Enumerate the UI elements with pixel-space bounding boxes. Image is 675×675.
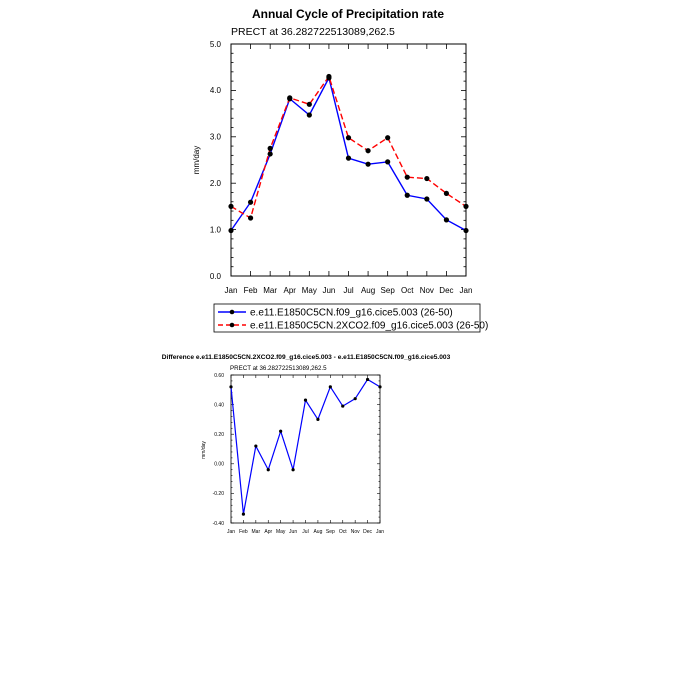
x-tick-label: Jun	[289, 529, 297, 535]
y-tick-label: -0.40	[213, 521, 225, 527]
data-point-series-1	[328, 385, 332, 389]
data-point-series-2	[228, 203, 234, 209]
x-tick-label: Feb	[244, 286, 258, 295]
data-point-series-2	[424, 175, 430, 182]
data-point-series-2	[326, 73, 332, 80]
annual-cycle-chart: Annual Cycle of Precipitation rate PRECT…	[192, 7, 488, 333]
chart-title: Difference e.e11.E1850C5CN.2XCO2.f09_g16…	[162, 354, 451, 361]
legend-marker-series-2	[229, 322, 235, 328]
data-point-series-2	[463, 203, 469, 209]
data-point-series-1	[404, 192, 410, 198]
y-tick-label: 2.0	[210, 179, 222, 188]
y-tick-label: 0.00	[214, 462, 224, 468]
data-point-series-2	[404, 174, 410, 180]
x-tick-label: May	[276, 529, 286, 535]
data-point-series-1	[365, 377, 370, 382]
y-tick-label: 0.40	[214, 402, 224, 408]
legend: e.e11.E1850C5CN.f09_g16.cice5.003 (26-50…	[213, 303, 488, 333]
data-point-series-1	[341, 404, 345, 408]
x-tick-label: Oct	[339, 529, 347, 535]
data-point-series-2	[287, 95, 293, 101]
y-tick-label: 0.60	[214, 373, 224, 379]
series-line-1	[230, 75, 467, 232]
chart-subtitle: PRECT at 36.282722513089,262.5	[231, 26, 395, 38]
data-point-series-2	[365, 148, 371, 154]
data-point-series-1	[353, 397, 357, 401]
y-axis-label: mm/day	[192, 146, 201, 174]
data-point-series-1	[279, 429, 283, 433]
data-point-series-1	[365, 161, 371, 167]
data-point-series-1	[266, 468, 270, 472]
data-point-series-2	[385, 135, 391, 141]
plot-frame	[230, 374, 381, 524]
x-tick-label: Dec	[363, 529, 372, 535]
x-tick-label: Sep	[326, 529, 335, 535]
x-tick-label: Nov	[420, 286, 434, 295]
difference-chart: Difference e.e11.E1850C5CN.2XCO2.f09_g16…	[162, 354, 451, 535]
data-point-series-1	[229, 385, 233, 389]
x-tick-label: Apr	[264, 529, 272, 535]
chart-title: Annual Cycle of Precipitation rate	[252, 7, 444, 21]
y-tick-label: 0.20	[214, 432, 224, 438]
data-point-series-1	[424, 196, 430, 202]
legend-entry-series-2: e.e11.E1850C5CN.2XCO2.f09_g16.cice5.003 …	[250, 321, 488, 332]
data-point-series-1	[306, 112, 312, 118]
x-tick-label: Aug	[361, 286, 375, 295]
data-point-series-2	[345, 135, 352, 141]
y-tick-label: 5.0	[210, 40, 222, 49]
data-point-series-2	[306, 101, 312, 107]
x-tick-label: Feb	[239, 529, 248, 535]
x-tick-label: Jun	[322, 286, 335, 295]
y-axis-label: mm/day	[201, 441, 207, 459]
data-point-series-1	[254, 444, 258, 448]
x-tick-label: Apr	[284, 286, 297, 295]
data-point-series-1	[303, 398, 308, 402]
x-tick-label: Jan	[225, 286, 238, 295]
x-tick-label: May	[302, 286, 317, 295]
y-tick-label: -0.20	[213, 491, 225, 497]
x-tick-label: Mar	[263, 286, 277, 295]
data-point-series-1	[228, 227, 234, 234]
legend-box	[213, 303, 481, 333]
data-point-series-1	[443, 217, 450, 223]
x-tick-label: Oct	[401, 286, 414, 295]
series-line-2	[230, 74, 467, 220]
x-tick-label: Jul	[302, 529, 308, 535]
x-tick-label: Jul	[343, 286, 353, 295]
y-tick-label: 0.0	[210, 272, 222, 281]
x-tick-label: Jan	[227, 529, 235, 535]
legend-entry-series-1: e.e11.E1850C5CN.f09_g16.cice5.003 (26-50…	[250, 308, 453, 319]
chart-subtitle: PRECT at 36.282722513089,262.5	[230, 365, 327, 372]
data-point-series-1	[378, 385, 382, 389]
data-point-series-1	[316, 417, 320, 421]
data-point-series-1	[241, 512, 246, 516]
data-point-series-1	[463, 227, 469, 234]
data-point-series-1	[247, 199, 254, 205]
y-tick-label: 3.0	[210, 133, 222, 142]
data-point-series-2	[247, 215, 254, 221]
data-point-series-2	[267, 145, 273, 151]
data-point-series-1	[345, 155, 352, 161]
data-point-series-1	[291, 468, 295, 472]
data-point-series-1	[267, 151, 273, 157]
x-tick-label: Sep	[381, 286, 396, 295]
data-point-series-2	[443, 190, 450, 197]
data-point-series-1	[385, 159, 391, 165]
x-tick-label: Dec	[439, 286, 453, 295]
x-tick-label: Jan	[376, 529, 384, 535]
x-tick-label: Mar	[252, 529, 261, 535]
legend-marker-series-1	[229, 309, 235, 315]
x-tick-label: Jan	[460, 286, 473, 295]
x-tick-label: Nov	[351, 529, 360, 535]
y-tick-label: 1.0	[210, 225, 222, 234]
y-tick-label: 4.0	[210, 86, 222, 95]
x-tick-label: Aug	[313, 529, 322, 535]
